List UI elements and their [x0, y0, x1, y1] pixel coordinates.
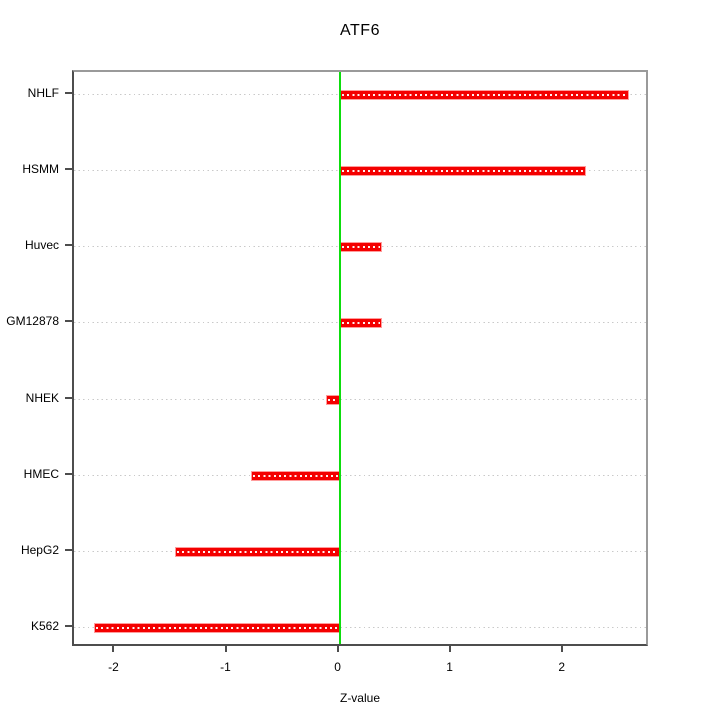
x-axis-tick [560, 646, 563, 652]
y-tick-label-gm12878: GM12878 [6, 314, 59, 329]
bar-center-dots [341, 94, 627, 96]
y-axis-tick [65, 548, 72, 551]
bar-nhlf [339, 90, 629, 100]
x-axis-tick [448, 646, 451, 652]
y-axis-tick [65, 396, 72, 399]
bar-hepg2 [174, 546, 340, 557]
x-axis-tick [224, 646, 227, 652]
y-tick-label-nhek: NHEK [25, 390, 59, 405]
chart-title: ATF6 [340, 22, 380, 39]
gridline [74, 627, 646, 629]
bar-center-dots [341, 322, 381, 325]
bar-hsmm [339, 166, 587, 177]
y-tick-label-hepg2: HepG2 [20, 542, 59, 557]
x-tick-label-1: 1 [446, 660, 453, 674]
y-axis-tick [65, 168, 72, 171]
y-tick-label-huvec: Huvec [24, 238, 59, 253]
bar-center-dots [176, 550, 338, 553]
bar-center-dots [341, 170, 585, 173]
gridline [74, 398, 646, 401]
gridline [74, 550, 646, 553]
gridline [74, 474, 646, 477]
x-tick-label-0: 0 [334, 660, 341, 674]
x-axis-label: Z-value [339, 691, 380, 705]
bar-center-dots [341, 246, 381, 249]
x-axis-tick [112, 646, 115, 652]
y-tick-label-hsmm: HSMM [22, 162, 59, 177]
bar-hmec [251, 470, 340, 481]
plot-area [72, 70, 648, 646]
bar-k562 [94, 623, 340, 633]
zero-reference-line [338, 72, 341, 644]
bar-gm12878 [339, 318, 383, 329]
bar-center-dots [96, 627, 338, 629]
x-tick-label-2: 2 [558, 660, 566, 674]
x-tick-label--2: -2 [108, 660, 119, 674]
bar-huvec [339, 242, 383, 253]
bar-center-dots [328, 398, 338, 401]
y-axis-tick [65, 472, 72, 475]
y-tick-label-hmec: HMEC [23, 466, 59, 481]
x-axis-tick [336, 646, 339, 652]
bar-nhek [326, 394, 340, 405]
y-axis-tick [65, 625, 72, 627]
y-tick-label-nhlf: NHLF [27, 86, 59, 100]
x-tick-label--1: -1 [220, 660, 231, 674]
y-tick-label-k562: K562 [30, 619, 59, 633]
y-axis-tick [65, 92, 72, 94]
bar-center-dots [253, 474, 338, 477]
y-axis-tick [65, 320, 72, 323]
y-axis-tick [65, 244, 72, 247]
